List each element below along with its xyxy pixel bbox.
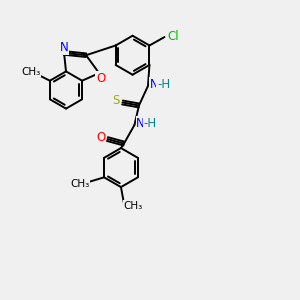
- Text: CH₃: CH₃: [70, 179, 90, 189]
- Text: N: N: [60, 41, 68, 54]
- Text: S: S: [112, 94, 120, 107]
- Text: O: O: [96, 131, 106, 144]
- Text: CH₃: CH₃: [21, 67, 40, 77]
- Text: O: O: [96, 72, 105, 85]
- Text: -H: -H: [143, 117, 157, 130]
- Text: -H: -H: [157, 78, 170, 91]
- Text: N: N: [150, 78, 158, 91]
- Text: N: N: [136, 117, 145, 130]
- Text: CH₃: CH₃: [123, 201, 142, 211]
- Text: Cl: Cl: [168, 30, 179, 43]
